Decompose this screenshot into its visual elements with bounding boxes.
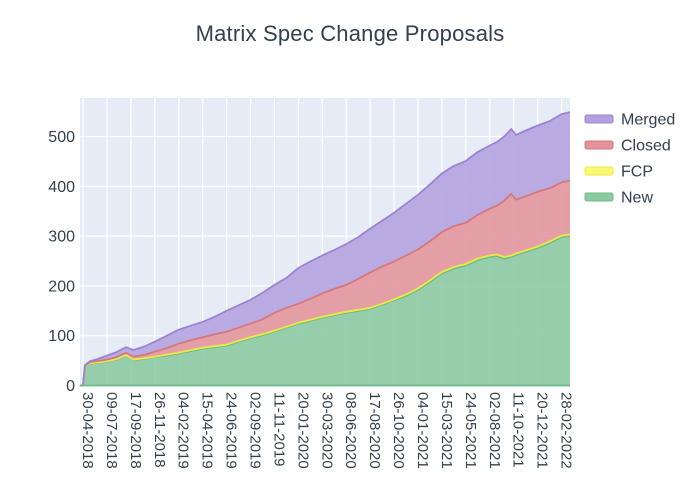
x-tick-label: 15-03-2021 bbox=[438, 392, 455, 469]
x-tick-label: 26-10-2020 bbox=[390, 392, 407, 469]
edge-line-closed bbox=[79, 179, 571, 387]
chart-title: Matrix Spec Change Proposals bbox=[195, 21, 505, 46]
x-tick-label: 24-06-2019 bbox=[223, 392, 240, 469]
x-tick-label: 08-06-2020 bbox=[342, 392, 359, 469]
x-tick-label: 28-02-2022 bbox=[558, 392, 575, 469]
x-tick-label: 11-10-2021 bbox=[510, 392, 527, 468]
legend: Merged Closed FCP New bbox=[584, 112, 675, 207]
area-new bbox=[79, 236, 571, 386]
legend-label-fcp: FCP bbox=[621, 164, 653, 181]
x-tick-label: 15-04-2019 bbox=[199, 392, 216, 469]
legend-label-new: New bbox=[621, 190, 653, 207]
legend-swatch-closed bbox=[584, 140, 614, 150]
area-edge-lines bbox=[79, 111, 571, 387]
y-tick-label: 0 bbox=[66, 378, 75, 395]
x-tick-label: 26-11-2018 bbox=[151, 392, 168, 468]
edge-line-merged bbox=[79, 111, 571, 387]
legend-label-closed: Closed bbox=[621, 138, 671, 155]
y-tick-label: 100 bbox=[48, 328, 75, 345]
y-tick-label: 400 bbox=[48, 179, 75, 196]
x-tick-label: 20-12-2021 bbox=[534, 392, 551, 469]
x-tick-label: 11-11-2019 bbox=[270, 392, 287, 467]
x-tick-label: 04-02-2019 bbox=[175, 392, 192, 469]
x-tick-label: 02-09-2019 bbox=[247, 392, 264, 469]
y-tick-label: 200 bbox=[48, 278, 75, 295]
x-tick-label: 02-08-2021 bbox=[486, 392, 503, 469]
x-tick-label: 30-03-2020 bbox=[318, 392, 335, 469]
x-tick-label: 30-04-2018 bbox=[79, 392, 96, 469]
y-tick-label: 500 bbox=[48, 129, 75, 146]
x-tick-label: 20-01-2020 bbox=[294, 392, 311, 469]
area-closed bbox=[79, 180, 571, 386]
legend-item-fcp[interactable]: FCP bbox=[584, 164, 653, 181]
x-tick-label: 17-09-2018 bbox=[127, 392, 144, 469]
legend-swatch-fcp bbox=[584, 166, 614, 176]
y-axis-ticks: 0 100 200 300 400 500 bbox=[48, 129, 75, 395]
x-tick-label: 04-01-2021 bbox=[414, 392, 431, 469]
edge-line-fcp bbox=[79, 233, 571, 387]
x-tick-label: 17-08-2020 bbox=[366, 392, 383, 469]
y-tick-label: 300 bbox=[48, 229, 75, 246]
x-axis-ticks: 30-04-2018 09-07-2018 17-09-2018 26-11-2018… bbox=[79, 392, 575, 469]
legend-label-merged: Merged bbox=[621, 112, 675, 129]
legend-item-merged[interactable]: Merged bbox=[584, 112, 675, 129]
area-merged bbox=[79, 112, 571, 386]
legend-item-closed[interactable]: Closed bbox=[584, 138, 671, 155]
x-tick-label: 09-07-2018 bbox=[103, 392, 120, 469]
legend-swatch-new bbox=[584, 192, 614, 202]
legend-item-new[interactable]: New bbox=[584, 190, 653, 207]
x-tick-label: 24-05-2021 bbox=[462, 392, 479, 469]
legend-swatch-merged bbox=[584, 114, 614, 124]
